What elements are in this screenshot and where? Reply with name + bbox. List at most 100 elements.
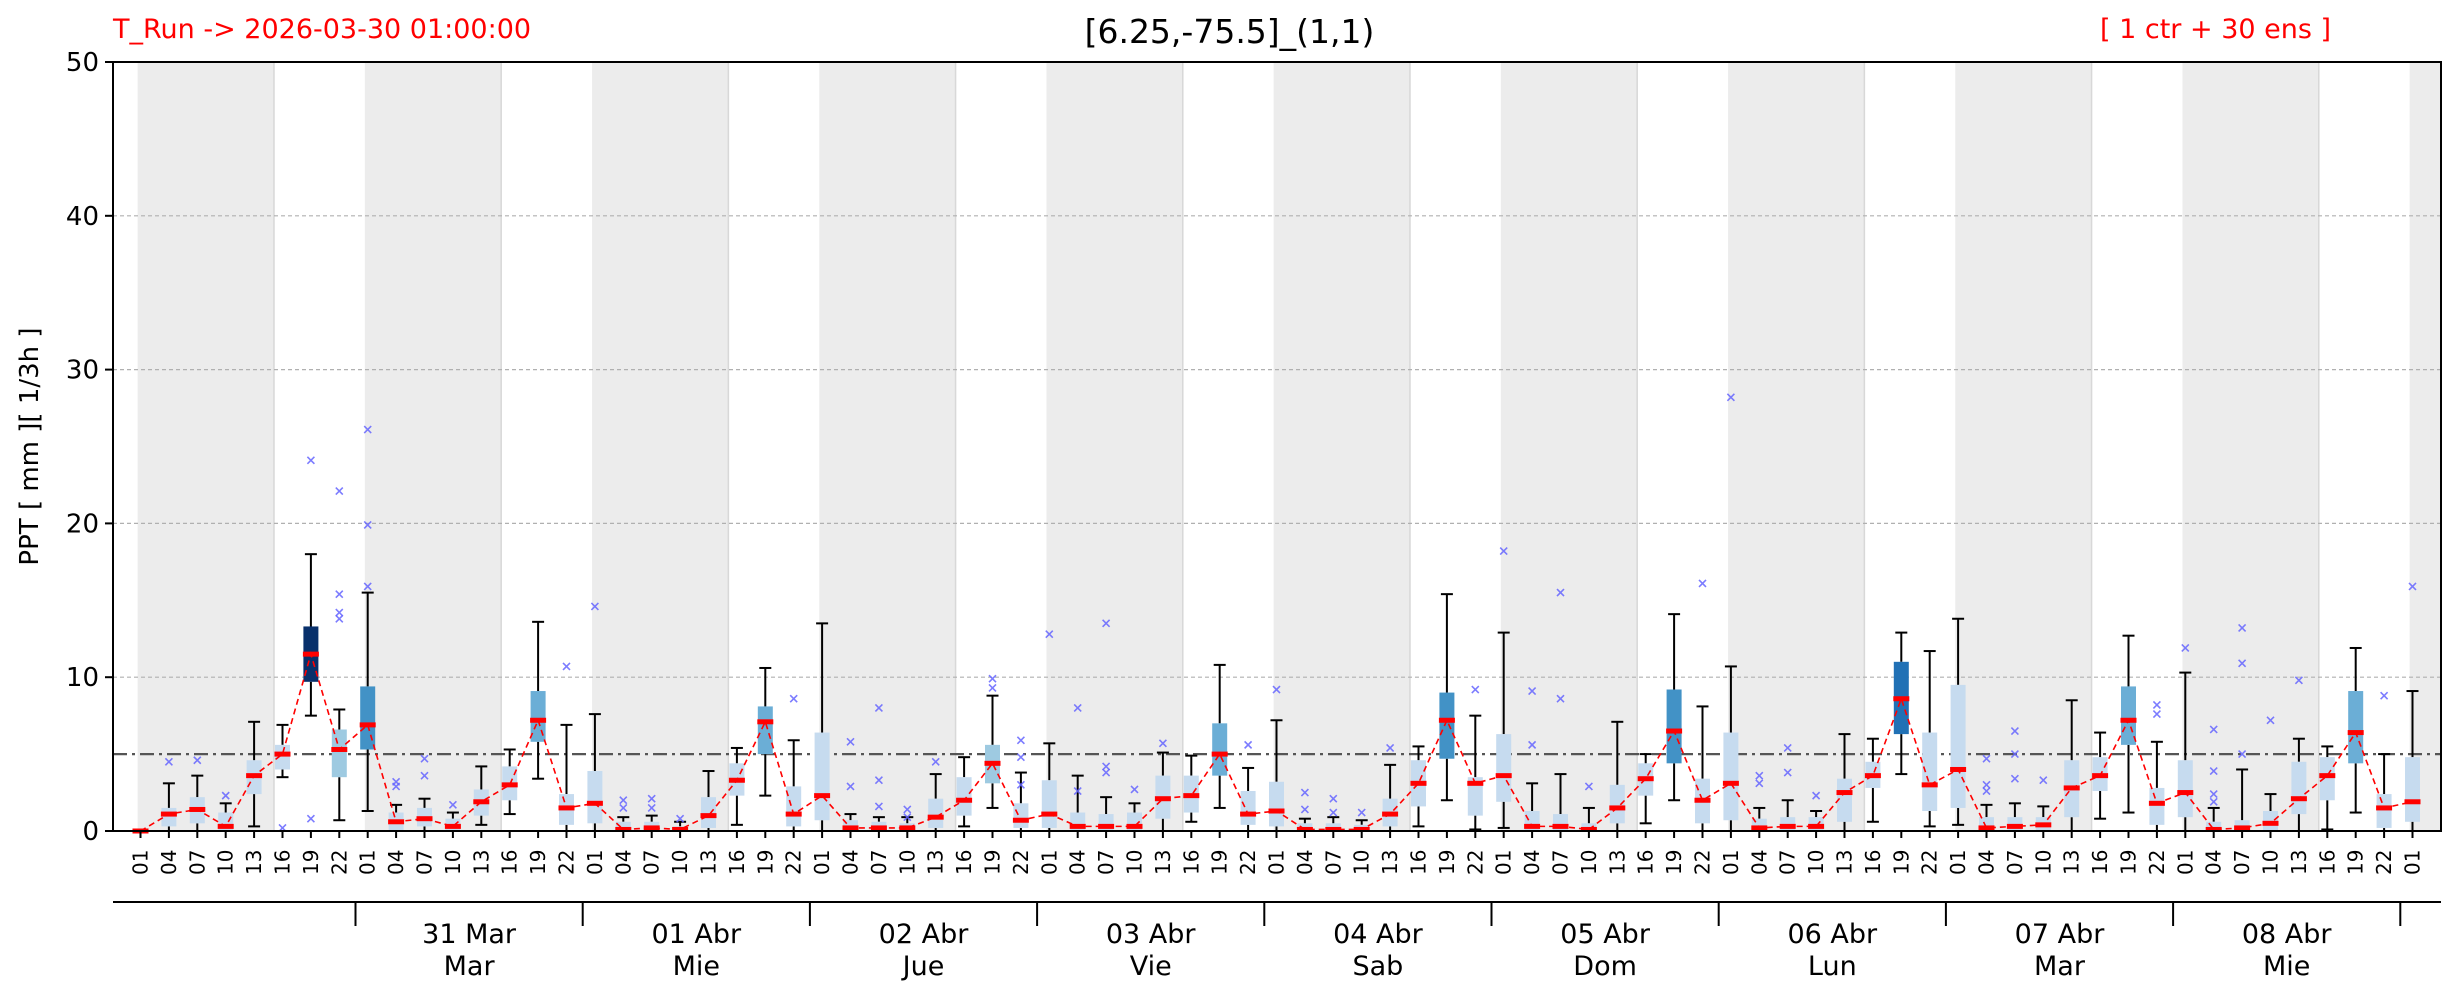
outlier — [1755, 779, 1764, 788]
day-date-label: 08 Abr — [2242, 919, 2333, 950]
x-hour-label: 10 — [1123, 850, 1147, 875]
box — [701, 797, 716, 828]
outlier — [1329, 808, 1338, 817]
x-hour-label: 22 — [555, 850, 579, 875]
outlier — [619, 796, 628, 805]
x-hour-label: 13 — [2287, 850, 2311, 875]
median-trend-line — [140, 651, 2413, 832]
x-hour-label: 07 — [1321, 850, 1345, 875]
outlier — [874, 802, 883, 811]
outlier — [2266, 716, 2275, 725]
outlier — [2238, 659, 2247, 668]
median-marker — [274, 751, 291, 757]
x-hour-label: 01 — [810, 850, 834, 875]
outlier — [1982, 754, 1991, 763]
x-hour-label: 19 — [2344, 850, 2368, 875]
outlier — [1357, 808, 1366, 817]
day-weekday-label: Lun — [1808, 951, 1857, 982]
x-hour-label: 22 — [1009, 850, 1033, 875]
outlier — [1102, 768, 1111, 777]
outlier — [676, 814, 685, 823]
outlier — [306, 814, 315, 823]
day-weekday-label: Mar — [2034, 951, 2086, 982]
x-hour-label: 13 — [697, 850, 721, 875]
box — [2348, 691, 2364, 764]
x-hour-label: 22 — [1236, 850, 1260, 875]
x-hour-label: 16 — [952, 850, 976, 875]
outlier — [363, 582, 372, 591]
x-hour-label: 22 — [327, 850, 351, 875]
outlier — [2408, 582, 2417, 591]
y-tick-label: 10 — [66, 663, 99, 693]
outlier — [903, 805, 912, 814]
x-hour-label: 10 — [1577, 850, 1601, 875]
x-hour-label: 22 — [782, 850, 806, 875]
x-hour-label: 13 — [1605, 850, 1629, 875]
outlier — [2238, 750, 2247, 759]
box — [786, 786, 802, 827]
outlier — [1102, 762, 1111, 771]
x-hour-label: 10 — [1350, 850, 1374, 875]
x-hour-label: 07 — [867, 850, 891, 875]
box — [615, 821, 631, 831]
x-hour-label: 22 — [1463, 850, 1487, 875]
outlier — [619, 803, 628, 812]
day-date-label: 01 Abr — [651, 919, 742, 950]
x-hour-label: 07 — [1776, 850, 1800, 875]
median-marker — [444, 823, 461, 829]
x-hour-label: 22 — [2145, 850, 2169, 875]
day-date-label: 04 Abr — [1333, 919, 1424, 950]
x-hour-label: 10 — [441, 850, 465, 875]
outlier — [1556, 694, 1565, 703]
x-hour-label: 10 — [1804, 850, 1828, 875]
outlier — [420, 754, 429, 763]
outlier — [1528, 686, 1537, 696]
median-marker — [416, 816, 433, 822]
outlier — [903, 813, 912, 822]
x-hour-label: 13 — [242, 850, 266, 875]
box — [1723, 732, 1739, 821]
median-marker — [1154, 796, 1171, 802]
outlier — [931, 757, 940, 766]
outlier — [1244, 740, 1253, 749]
outlier — [1698, 579, 1707, 588]
median-marker — [927, 814, 944, 820]
outlier — [789, 694, 798, 703]
box — [2291, 761, 2307, 815]
outlier — [221, 791, 230, 800]
median-marker — [473, 799, 490, 805]
box — [161, 807, 177, 827]
outlier — [1982, 780, 1991, 789]
night-band — [2182, 62, 2319, 831]
outlier — [1300, 788, 1309, 797]
x-hour-label: 07 — [1549, 850, 1573, 875]
median-marker — [2205, 826, 2222, 832]
outlier — [846, 782, 855, 791]
box — [928, 798, 944, 828]
x-hour-label: 04 — [384, 850, 408, 875]
night-band — [1046, 62, 1183, 831]
y-tick-label: 40 — [66, 202, 99, 232]
outlier — [2039, 776, 2048, 785]
median-marker — [1211, 751, 1228, 757]
median-marker — [1893, 696, 1910, 702]
day-weekday-label: Mar — [444, 951, 496, 982]
outlier — [2209, 725, 2218, 734]
x-hour-label: 13 — [2060, 850, 2084, 875]
night-band — [819, 62, 956, 831]
outlier — [1073, 786, 1082, 796]
outlier — [2010, 726, 2019, 736]
x-hour-label: 10 — [214, 850, 238, 875]
x-hour-label: 07 — [185, 850, 209, 875]
x-hour-label: 19 — [299, 850, 323, 875]
median-marker — [1183, 793, 1200, 799]
x-hour-label: 01 — [1492, 850, 1516, 875]
outlier — [2152, 700, 2161, 709]
outlier — [164, 757, 173, 766]
x-hour-label: 01 — [583, 850, 607, 875]
box — [2149, 787, 2165, 825]
outlier — [1272, 685, 1281, 694]
day-date-label: 02 Abr — [879, 919, 970, 950]
outlier — [988, 683, 997, 693]
